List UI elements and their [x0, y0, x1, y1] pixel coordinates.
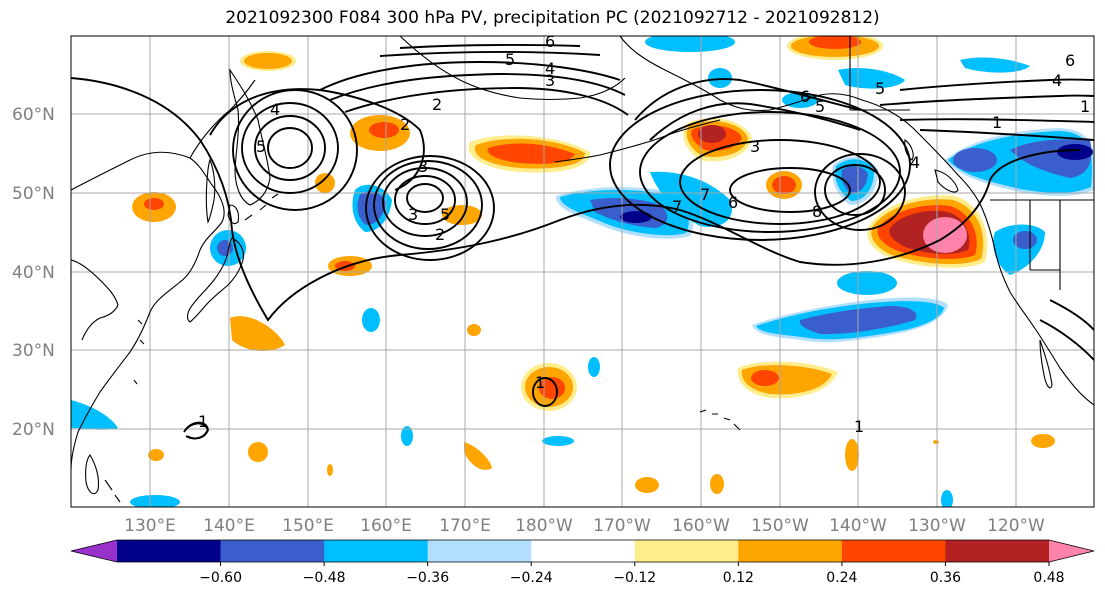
contour-label: 6: [545, 32, 555, 51]
contour-label: 2: [432, 95, 442, 114]
colorbar-tick-label: 0.48: [1033, 570, 1064, 586]
colorbar-tick-label: −0.60: [199, 570, 242, 586]
lon-label: 140°W: [829, 516, 887, 536]
contour-label: 4: [270, 100, 280, 119]
colorbar-segment: [531, 540, 636, 562]
colorbar-segment: [738, 540, 843, 562]
contour-label: 4: [545, 59, 555, 78]
colorbar-segment: [220, 540, 325, 562]
colorbar-segment: [634, 540, 739, 562]
precip-positive-shading: [132, 36, 1055, 494]
coastlines: [71, 36, 1094, 503]
colorbar-segment: [427, 540, 532, 562]
page-title: 2021092300 F084 300 hPa PV, precipitatio…: [225, 8, 880, 28]
colorbar-outline: [70, 539, 1095, 563]
contour-label: 6: [1065, 51, 1075, 70]
colorbar-segment: [324, 540, 429, 562]
contour-label: 5: [440, 205, 450, 224]
contour-label: 1: [854, 417, 864, 436]
contour-label: 5: [815, 97, 825, 116]
lat-label: 40°N: [12, 263, 55, 283]
lon-label: 150°E: [282, 516, 334, 536]
lon-label: 160°W: [672, 516, 730, 536]
contour-label: 1: [1080, 97, 1090, 116]
lon-label: 130°W: [908, 516, 966, 536]
contour-label: 1: [992, 113, 1002, 132]
contour-label: 7: [672, 197, 682, 216]
contour-label: 5: [256, 137, 266, 156]
colorbar-extend-high: [1049, 540, 1094, 562]
colorbar-tick-label: −0.24: [510, 570, 553, 586]
contour-label: 1: [198, 412, 208, 431]
lon-label: 130°E: [124, 516, 176, 536]
colorbar-tick-label: −0.48: [303, 570, 346, 586]
contour-label: 8: [812, 202, 822, 221]
contour-label: 4: [910, 153, 920, 172]
contour-labels: 6 5 4 3 2 4 5 3 2 3 5 2 7 7 6 8 5 6 5 4 …: [198, 32, 1090, 436]
graticule: [71, 36, 1094, 507]
lat-label: 30°N: [12, 341, 55, 361]
contour-label: 5: [505, 50, 515, 69]
contour-label: 6: [728, 193, 738, 212]
colorbar-segment: [117, 540, 222, 562]
contour-label: 7: [700, 185, 710, 204]
lon-label: 140°E: [203, 516, 255, 536]
lat-label: 20°N: [12, 420, 55, 440]
pv-contours: [71, 44, 1094, 440]
contour-label: 2: [435, 225, 445, 244]
lon-label: 170°E: [439, 516, 491, 536]
colorbar-tick-label: 0.24: [826, 570, 857, 586]
colorbar-segment: [945, 540, 1050, 562]
contour-label: 2: [400, 115, 410, 134]
contour-label: 3: [418, 157, 428, 176]
colorbar-tick-label: −0.36: [406, 570, 449, 586]
map-frame: [70, 35, 1095, 508]
contour-label: 5: [875, 79, 885, 98]
lon-label: 160°E: [360, 516, 412, 536]
lon-label: 150°W: [751, 516, 809, 536]
contour-label: 6: [800, 87, 810, 106]
longitude-labels: 130°E 140°E 150°E 160°E 170°E 180°W 170°…: [124, 516, 1045, 536]
contour-label: 3: [545, 71, 555, 90]
colorbar-extend-low: [71, 540, 117, 562]
lat-label: 50°N: [12, 184, 55, 204]
colorbar-tick-label: −0.12: [613, 570, 656, 586]
lon-label: 170°W: [593, 516, 651, 536]
lon-label: 120°W: [987, 516, 1045, 536]
colorbar-segment: [841, 540, 946, 562]
colorbar: −0.60 −0.48 −0.36 −0.24 −0.12 0.12 0.24 0.36 0.4…: [70, 539, 1095, 586]
lat-label: 60°N: [12, 105, 55, 125]
contour-label: 4: [1052, 71, 1062, 90]
contour-label: 3: [750, 137, 760, 156]
colorbar-tick-label: 0.36: [930, 570, 961, 586]
contour-label: 3: [408, 205, 418, 224]
contour-label: 1: [535, 373, 545, 392]
latitude-labels: 60°N 50°N 40°N 30°N 20°N: [12, 105, 55, 440]
lon-label: 180°W: [515, 516, 573, 536]
colorbar-tick-label: 0.12: [723, 570, 754, 586]
